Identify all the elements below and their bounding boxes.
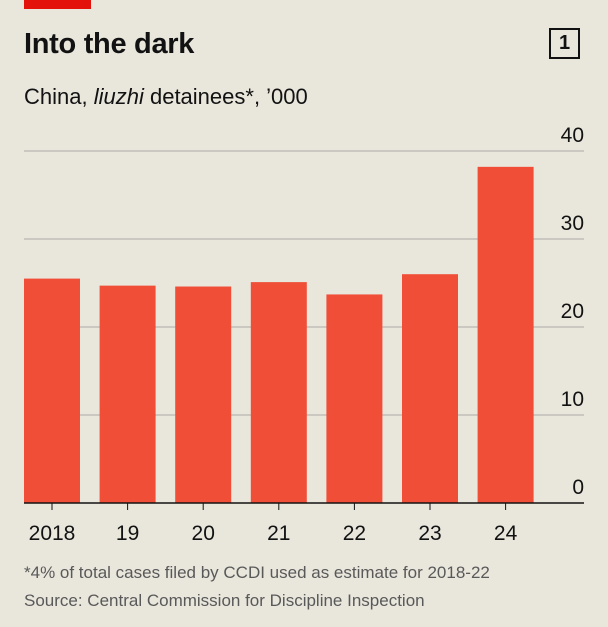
subtitle-italic: liuzhi xyxy=(93,84,144,109)
x-tick-label: 20 xyxy=(192,522,215,545)
accent-bar xyxy=(24,0,91,9)
y-tick-label: 20 xyxy=(561,300,584,323)
subtitle-prefix: China, xyxy=(24,84,94,109)
chart-number-badge: 1 xyxy=(549,28,580,59)
bar xyxy=(24,278,80,503)
bar xyxy=(99,285,156,503)
x-tick-label: 2018 xyxy=(29,522,76,545)
x-tick-label: 22 xyxy=(343,522,366,545)
y-tick-label: 40 xyxy=(561,124,584,147)
footnote: *4% of total cases filed by CCDI used as… xyxy=(24,563,490,582)
bar xyxy=(402,274,458,503)
subtitle-suffix: detainees*, ’000 xyxy=(143,84,308,109)
chart-subtitle: China, liuzhi detainees*, ’000 xyxy=(24,84,308,110)
y-tick-label: 10 xyxy=(561,388,584,411)
x-tick-label: 24 xyxy=(494,522,518,545)
bar xyxy=(477,166,534,503)
x-tick-label: 19 xyxy=(116,522,139,545)
chart-title: Into the dark xyxy=(24,28,195,60)
y-tick-label: 30 xyxy=(561,212,584,235)
source-note: Source: Central Commission for Disciplin… xyxy=(24,591,425,610)
x-tick-label: 21 xyxy=(267,522,290,545)
bar xyxy=(175,286,232,503)
y-tick-label: 0 xyxy=(572,476,584,499)
bar xyxy=(326,294,383,503)
x-tick-label: 23 xyxy=(418,522,441,545)
bar xyxy=(250,282,307,503)
